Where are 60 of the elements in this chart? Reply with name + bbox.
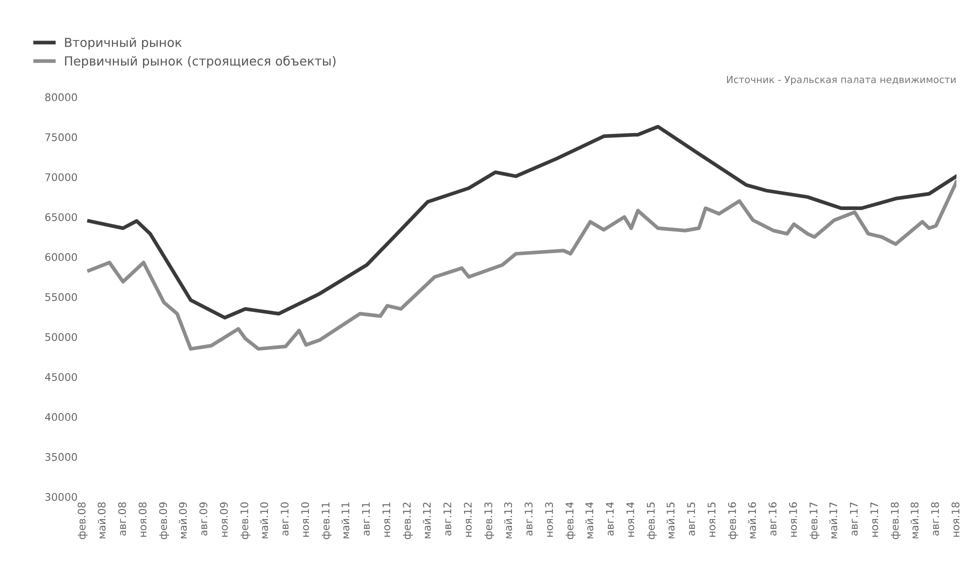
y-tick-label: 75000 (45, 133, 77, 142)
x-tick-label: авг.16 (768, 502, 776, 536)
x-tick-label: фев.08 (78, 502, 88, 540)
x-tick-label: авг.14 (606, 502, 614, 536)
x-tick-label: ноя.08 (138, 502, 147, 537)
x-tick-label: фев.17 (810, 502, 820, 540)
x-tick-label: май.10 (260, 502, 268, 538)
x-tick-label: авг.12 (443, 502, 452, 536)
x-tick-label: авг.15 (687, 502, 696, 536)
legend-label: Первичный рынок (строящиеся объекты) (65, 56, 336, 68)
x-tick-label: фев.10 (240, 502, 250, 540)
y-tick-label: 55000 (45, 293, 77, 302)
x-tick-label: авг.11 (362, 502, 370, 536)
x-tick-label: фев.16 (728, 502, 738, 540)
x-tick-label: май.08 (98, 502, 106, 538)
x-tick-label: май.11 (341, 502, 350, 538)
x-tick-label: ноя.13 (545, 502, 554, 537)
line-series (87, 180, 956, 351)
x-tick-label: фев.18 (890, 502, 901, 540)
x-tick-label: ноя.11 (382, 502, 390, 537)
x-tick-label: ноя.17 (870, 502, 878, 537)
x-tick-label: ноя.14 (626, 502, 634, 537)
y-tick-label: 65000 (45, 213, 77, 222)
x-tick-label: ноя.18 (952, 502, 960, 537)
x-tick-label: авг.09 (199, 502, 208, 536)
x-tick-label: фев.14 (566, 502, 576, 540)
x-tick-label: май.16 (748, 502, 756, 538)
x-tick-label: май.18 (910, 502, 918, 538)
x-tick-label: ноя.15 (708, 502, 716, 537)
x-tick-label: авг.17 (850, 502, 858, 536)
line-series (87, 124, 956, 320)
x-tick-label: фев.11 (322, 502, 332, 540)
x-tick-label: май.17 (829, 502, 838, 538)
x-tick-label: фев.12 (402, 502, 413, 540)
x-tick-label: май.12 (422, 502, 431, 538)
y-tick-label: 40000 (45, 413, 77, 421)
x-tick-label: ноя.16 (789, 502, 797, 537)
y-tick-label: 45000 (45, 373, 77, 381)
x-tick-label: май.14 (585, 502, 594, 538)
y-tick-label: 70000 (45, 173, 77, 182)
text: Источник - Уральская палата недвижимости (727, 76, 956, 86)
legend-label: Вторичный рынок (65, 37, 182, 50)
x-tick-label: авг.08 (118, 502, 126, 536)
x-tick-label: фев.09 (159, 502, 170, 540)
x-tick-label: фев.13 (484, 502, 494, 540)
y-tick-label: 35000 (45, 453, 77, 461)
x-tick-label: авг.13 (524, 502, 533, 536)
x-tick-label: май.15 (666, 502, 675, 538)
y-tick-label: 30000 (45, 492, 77, 501)
x-tick-label: фев.15 (646, 502, 657, 540)
x-tick-label: ноя.12 (464, 502, 472, 537)
x-tick-label: май.13 (504, 502, 512, 538)
x-tick-label: авг.18 (931, 502, 939, 536)
y-tick-label: 80000 (45, 93, 77, 102)
y-tick-label: 60000 (45, 253, 77, 262)
y-tick-label: 50000 (45, 333, 77, 341)
x-tick-label: ноя.10 (301, 502, 310, 537)
x-tick-label: авг.10 (280, 502, 289, 536)
x-tick-label: ноя.09 (220, 502, 228, 537)
x-tick-label: май.09 (178, 502, 187, 538)
